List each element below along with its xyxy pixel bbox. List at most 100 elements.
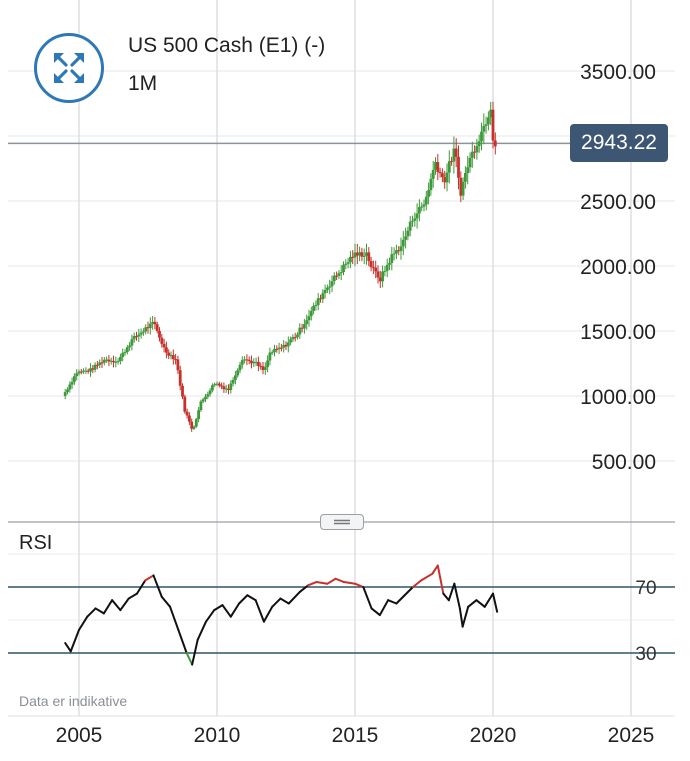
candle-body <box>369 261 373 268</box>
candle-body <box>112 360 115 363</box>
expand-button[interactable] <box>34 33 104 103</box>
pane-resize-handle[interactable] <box>320 514 364 530</box>
candle-body <box>296 334 299 338</box>
candle-body <box>192 426 196 429</box>
rsi-line-segment <box>458 607 464 628</box>
candle-body <box>144 327 148 332</box>
candle-body <box>165 347 168 353</box>
candle-body <box>489 109 493 118</box>
rsi-line-segment <box>378 599 390 617</box>
candle-body <box>358 252 361 256</box>
y-axis-tick-label: 500.00 <box>592 451 656 474</box>
candle-body <box>427 190 430 197</box>
candle-body <box>236 370 240 376</box>
rsi-line-segment <box>191 638 199 666</box>
candle-body <box>487 117 490 125</box>
y-axis-tick-label: 1000.00 <box>580 386 656 409</box>
candle-body <box>257 361 260 366</box>
candle-body <box>332 275 336 282</box>
rsi-line-segment <box>64 642 72 653</box>
candle-body <box>316 298 320 305</box>
candle-body <box>390 254 394 264</box>
candle-body <box>137 334 141 337</box>
rsi-level-label: 30 <box>635 644 656 665</box>
candle-body <box>383 270 387 272</box>
candle-body <box>213 384 217 386</box>
candle-body <box>102 359 106 363</box>
rsi-line-segment <box>334 577 345 584</box>
rsi-line-segment <box>144 574 155 582</box>
candle-body <box>139 332 143 335</box>
candle-body <box>395 250 398 254</box>
candle-body <box>77 371 81 374</box>
candle-body <box>176 359 180 371</box>
rsi-level-label: 70 <box>635 578 656 599</box>
candle-body <box>328 286 332 288</box>
rsi-line-segment <box>221 604 232 618</box>
candle-body <box>475 146 479 153</box>
candle-body <box>438 171 442 174</box>
candle-body <box>480 131 483 142</box>
candle-body <box>447 161 451 173</box>
candle-body <box>454 148 458 157</box>
rsi-line-segment <box>342 581 356 585</box>
candle-body <box>98 362 102 366</box>
candle-body <box>220 385 223 387</box>
x-axis-tick-label: 2005 <box>56 724 103 747</box>
candle-body <box>227 388 230 391</box>
candle-body <box>63 392 67 396</box>
candle-body <box>181 385 184 397</box>
candle-body <box>411 220 414 222</box>
candle-body <box>434 162 437 170</box>
timeframe-selector[interactable]: 1M <box>128 72 158 95</box>
candle-body <box>114 361 118 363</box>
rsi-line-segment <box>102 599 114 615</box>
candle-body <box>468 157 472 168</box>
candle-body <box>477 141 481 147</box>
candle-body <box>300 327 304 329</box>
rsi-line-segment <box>279 597 290 605</box>
rsi-line-segment <box>475 599 486 608</box>
disclaimer-text: Data er indikative <box>19 693 128 709</box>
rsi-line-segment <box>86 607 97 618</box>
x-axis-tick-label: 2025 <box>608 724 655 747</box>
candle-body <box>188 415 191 422</box>
candle-body <box>307 316 311 321</box>
candle-body <box>298 327 302 335</box>
candle-body <box>441 173 444 178</box>
candle-body <box>305 320 309 325</box>
rsi-line-segment <box>271 597 282 608</box>
rsi-line-segment <box>461 605 470 628</box>
x-axis-tick-label: 2015 <box>332 724 379 747</box>
candle-body <box>293 337 297 339</box>
candle-body <box>183 396 187 412</box>
candle-body <box>162 343 166 348</box>
rsi-line-segment <box>387 599 398 605</box>
candle-body <box>100 362 104 364</box>
candle-body <box>243 359 246 361</box>
rsi-line-segment <box>453 582 461 610</box>
candle-body <box>351 256 355 258</box>
candle-body <box>151 321 154 324</box>
candle-body <box>146 327 150 329</box>
candle-body <box>222 386 226 390</box>
candle-body <box>360 252 364 257</box>
rsi-line-segment <box>169 605 180 631</box>
candle-body <box>415 213 419 219</box>
rsi-line-segment <box>127 592 138 600</box>
candle-body <box>289 339 292 343</box>
candle-body <box>459 177 463 196</box>
candle-body <box>397 250 401 252</box>
rsi-line-segment <box>362 586 373 610</box>
candle-body <box>381 271 384 282</box>
candle-body <box>215 383 219 385</box>
candle-body <box>376 271 380 278</box>
y-axis-tick-label: 2500.00 <box>580 191 656 214</box>
candle-body <box>431 169 435 179</box>
candle-body <box>413 218 417 221</box>
rsi-line-segment <box>431 564 439 575</box>
candle-body <box>367 252 371 262</box>
rsi-line-segment <box>229 602 241 618</box>
